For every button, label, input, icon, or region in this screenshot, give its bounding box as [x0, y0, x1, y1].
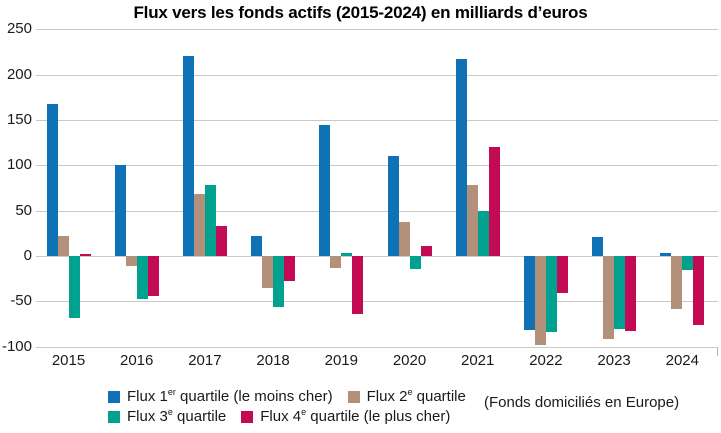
bar-2021-q1 — [455, 59, 467, 256]
gridline-y-150 — [36, 119, 718, 121]
legend: Flux 1er quartile (le moins cher) Flux 2e… — [108, 388, 478, 425]
chart-note: (Fonds domiciliés en Europe) — [484, 394, 680, 411]
bar-2017-q3 — [204, 185, 216, 256]
legend-swatch-icon — [108, 410, 120, 423]
gridline-y-200 — [36, 74, 718, 76]
bar-2020-q4 — [420, 246, 432, 256]
legend-label: Flux 2e quartile — [366, 387, 466, 406]
gridline-y-50 — [36, 210, 718, 212]
bar-2018-q4 — [284, 256, 296, 281]
bar-2021-q2 — [466, 185, 478, 256]
bar-2019-q3 — [341, 253, 353, 256]
bar-2024-q1 — [660, 253, 672, 256]
bar-2019-q1 — [319, 124, 331, 256]
bar-2022-q4 — [556, 256, 568, 294]
gridline-y--50 — [36, 301, 718, 303]
x-axis-tick-label: 2019 — [324, 352, 358, 369]
chart-title: Flux vers les fonds actifs (2015-2024) e… — [133, 3, 588, 22]
bar-2018-q1 — [251, 236, 263, 256]
legend-item-q2: Flux 2e quartile — [347, 387, 466, 406]
bar-2022-q3 — [545, 256, 557, 333]
bar-2023-q3 — [614, 256, 626, 329]
bar-2017-q4 — [215, 226, 227, 256]
y-axis-tick-label: 200 — [6, 65, 32, 83]
legend-label: Flux 3e quartile — [127, 407, 227, 426]
y-axis-tick-label: 150 — [6, 110, 32, 128]
bar-2019-q4 — [352, 256, 364, 314]
legend-row: Flux 1er quartile (le moins cher) Flux 2e… — [108, 388, 478, 405]
bar-2015-q2 — [57, 236, 69, 256]
axis-end-tick — [717, 346, 718, 356]
legend-label: Flux 4e quartile (le plus cher) — [260, 407, 451, 426]
x-axis-tick-label: 2015 — [51, 352, 86, 369]
legend-swatch-icon — [347, 390, 360, 403]
bar-2020-q1 — [387, 156, 399, 256]
legend-item-q3: Flux 3e quartile — [108, 408, 226, 425]
bar-2016-q2 — [125, 256, 137, 266]
bar-2021-q3 — [477, 210, 489, 257]
legend-swatch-icon — [108, 390, 120, 403]
gridline-y-0 — [36, 256, 718, 257]
legend-item-q1: Flux 1er quartile (le moins cher) — [108, 388, 333, 405]
bar-2016-q1 — [114, 165, 126, 256]
bar-2015-q1 — [46, 103, 58, 256]
bar-2019-q2 — [330, 256, 342, 268]
x-axis-tick-label: 2018 — [256, 352, 290, 369]
y-axis-tick-label: 0 — [23, 247, 32, 264]
gridline-y--100 — [36, 346, 718, 348]
x-axis-tick-label: 2020 — [392, 352, 427, 369]
legend-item-q4: Flux 4e quartile (le plus cher) — [241, 408, 450, 425]
legend-swatch-icon — [241, 410, 254, 423]
bar-2015-q4 — [79, 254, 91, 257]
y-axis-tick-label: 250 — [6, 20, 32, 38]
y-axis-tick-label: -50 — [10, 292, 32, 310]
legend-label: Flux 1er quartile (le moins cher) — [127, 387, 333, 406]
bar-2023-q1 — [592, 237, 604, 256]
x-axis-tick-label: 2016 — [120, 352, 154, 369]
x-axis-tick-label: 2022 — [529, 352, 563, 369]
bar-2021-q4 — [488, 147, 500, 256]
bar-2023-q4 — [625, 256, 637, 332]
bar-2024-q4 — [693, 256, 705, 325]
y-axis-tick-label: 100 — [6, 156, 32, 174]
bar-2024-q3 — [682, 256, 694, 270]
bar-2022-q2 — [534, 256, 546, 345]
y-axis-tick-label: -100 — [1, 337, 32, 355]
bar-2017-q2 — [193, 194, 205, 256]
x-axis-tick-label: 2021 — [461, 352, 495, 369]
bar-2020-q2 — [398, 221, 410, 256]
x-axis-tick-label: 2023 — [597, 352, 631, 369]
x-axis-tick-label: 2017 — [188, 352, 222, 369]
bar-2016-q3 — [136, 256, 148, 299]
bar-2015-q3 — [68, 256, 80, 318]
bar-2023-q2 — [603, 256, 615, 339]
bar-2022-q1 — [523, 256, 535, 330]
gridline-y-250 — [36, 29, 718, 31]
bar-2017-q1 — [182, 55, 194, 256]
legend-row: Flux 3e quartile Flux 4e quartile (le plu… — [108, 408, 478, 425]
gridline-y-100 — [36, 165, 718, 167]
y-axis-tick-label: 50 — [15, 201, 32, 219]
bar-2024-q2 — [671, 256, 683, 309]
bar-2018-q3 — [273, 256, 285, 307]
x-axis-tick-label: 2024 — [665, 352, 699, 369]
bar-2016-q4 — [147, 256, 159, 296]
bar-2018-q2 — [262, 256, 274, 288]
bar-2020-q3 — [409, 256, 421, 269]
